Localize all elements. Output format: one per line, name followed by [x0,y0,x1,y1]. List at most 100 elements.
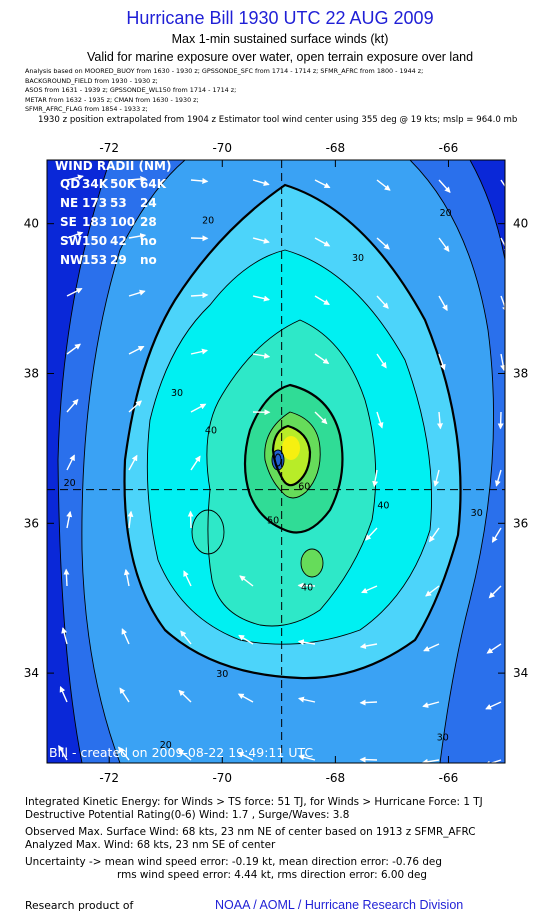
wind-vector [66,398,79,413]
wind-vector [421,758,440,763]
wind-vector [177,748,192,761]
wind-vector [128,176,147,182]
wind-vector [128,289,146,297]
x-tick-label-top: -68 [326,141,346,155]
data-sources: Analysis based on MOORED_BUOY from 1630 … [25,67,555,115]
source-line: METAR from 1632 - 1935 z; CMAN from 1630… [25,95,199,104]
x-tick-label-bottom: -72 [99,771,119,785]
wind-vector [376,295,389,309]
wind-vector [429,527,440,543]
contour-field: 20 20 30 30 40 40 40 30 20 30 30 20 50 60 [47,160,505,763]
wind-vector [425,585,440,597]
isoline-20-west [57,160,111,763]
wind-vector [63,568,70,587]
contour-label: 20 [202,216,214,227]
wind-vector [121,628,130,645]
wind-vector [359,756,378,763]
contour-label: 20 [64,478,76,489]
wind-vector [180,630,192,645]
y-tick-label-right: 34 [513,666,528,680]
isoline-40 [206,319,377,627]
wind-vector [66,174,84,181]
wind-vector [500,179,505,195]
wind-vector [297,639,316,646]
wind-vector [66,287,83,297]
wind-vector [365,527,378,541]
wind-vector [183,570,192,587]
source-line: SFMR_AFRC_FLAG from 1854 - 1933 z; [25,105,148,114]
wind-vector [119,687,130,703]
wind-vector [190,455,201,471]
wind-vector [486,643,502,654]
wind-vector [438,179,451,193]
contour-label: 50 [267,515,279,526]
wind-vector [314,411,328,425]
isoline-30-east [409,160,494,763]
contour-blob-60 [301,549,323,577]
wind-vector [66,343,82,355]
position-note: 1930 z position extrapolated from 1904 z… [38,115,518,125]
wind-vector [433,469,440,487]
y-tick-label-right: 36 [513,516,528,530]
wind-vector [491,527,502,543]
wind-vector [190,177,209,184]
wind-vector [59,686,68,703]
wind-radii-cell: SE [60,215,77,229]
uncertainty-line-2: rms wind speed error: 4.44 kt, rms direc… [117,868,427,881]
wind-vector [500,353,505,372]
wind-vector [314,237,331,247]
wind-radii-cell: 28 [140,215,157,229]
wind-vector [314,295,330,306]
chart-subtitle: Max 1-min sustained surface winds (kt) [171,32,389,46]
wind-vector [376,411,384,429]
contour-label: 30 [471,508,483,519]
isoline-34kt [123,183,462,680]
contour-label: 30 [437,733,449,744]
isoline-64kt [271,424,312,487]
wind-vector [298,754,316,761]
wind-vector [237,693,254,703]
wind-radii-cell: 183 [82,215,107,229]
wind-vector [438,295,448,312]
wind-vector [61,627,68,645]
isoline-50kt [243,383,344,534]
y-tick-label-left: 38 [24,366,39,380]
contour-label: 20 [160,740,172,751]
wind-vector [128,454,138,471]
isoline-20-east [469,160,505,763]
wind-vector [66,454,75,471]
x-tick-label-bottom: -68 [326,771,346,785]
isoline-60-blob [300,548,324,578]
y-tick-label-left: 34 [24,666,39,680]
wind-vectors [58,174,505,763]
source-line: Analysis based on MOORED_BUOY from 1630 … [25,67,424,75]
wind-radii-cell: 29 [110,253,127,267]
wind-vector [252,179,270,187]
chart-title: Hurricane Bill 1930 UTC 22 AUG 2009 [126,8,434,28]
contour-label: 20 [440,208,452,219]
wind-radii-cell: no [140,253,157,267]
plot-frame [46,159,506,764]
y-tick-label-right: 38 [513,366,528,380]
observed-max-line: Observed Max. Surface Wind: 68 kts, 23 n… [25,826,476,839]
wind-vector [66,510,73,529]
x-tick-label-top: -72 [99,141,119,155]
wind-radii-table: WIND RADII (NM) QD 34K 50K 64K NE 173 53 24 SE 183… [55,159,171,267]
wind-vector [123,568,130,587]
wind-vector [237,751,254,761]
wind-vector [497,411,504,430]
created-stamp: Bill - created on 2009-08-22 19:49:11 UT… [49,745,313,760]
wind-radii-cell: 173 [82,196,107,210]
wind-vector [128,233,147,239]
isoline-40-blob [191,509,225,555]
x-tick-label-bottom: -66 [439,771,459,785]
wind-radii-cell: NE [60,196,78,210]
wind-vector [494,469,502,487]
wind-vector [238,634,254,645]
wind-vector [485,701,502,710]
wind-vector [190,348,209,355]
wind-vector [488,585,502,599]
wind-vector [361,585,378,594]
wind-radii-header-cell: QD [60,177,80,191]
wind-vector [500,295,505,313]
